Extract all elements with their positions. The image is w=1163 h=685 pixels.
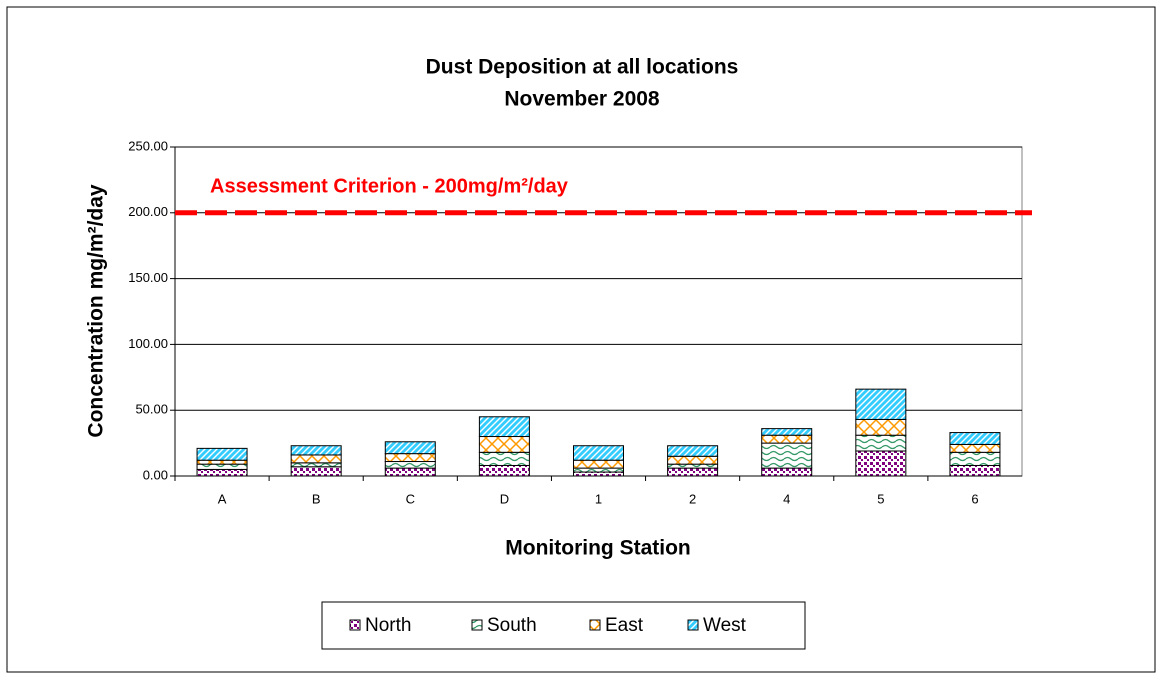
bar-segment xyxy=(196,463,248,470)
y-tick-label: 250.00 xyxy=(128,138,168,153)
bar-segment xyxy=(290,466,342,477)
legend-swatch xyxy=(349,619,361,631)
bar-segment xyxy=(761,442,813,469)
bar-segment xyxy=(761,434,813,444)
x-axis-title: Monitoring Station xyxy=(505,537,690,560)
bar-segment xyxy=(949,464,1001,477)
bar-segment xyxy=(478,464,530,477)
bar-segment xyxy=(196,459,248,465)
x-tick-label: 6 xyxy=(971,491,978,506)
reference-label: Assessment Criterion - 200mg/m²/day xyxy=(210,175,569,197)
legend-label: East xyxy=(605,615,644,636)
y-tick-label: 200.00 xyxy=(128,204,168,219)
legend-box xyxy=(321,601,806,650)
legend-label: North xyxy=(365,615,411,636)
bar-segment xyxy=(290,462,342,468)
bar-segment xyxy=(855,450,907,477)
bar-segment xyxy=(573,467,624,473)
bar-segment xyxy=(949,443,1001,453)
legend-swatch xyxy=(687,619,699,631)
bar-segment xyxy=(196,468,248,477)
bar-segment xyxy=(478,416,530,438)
x-tick-label: D xyxy=(500,491,509,506)
bar-segment xyxy=(384,461,436,469)
bar-segment xyxy=(573,471,624,477)
x-tick-label: B xyxy=(312,491,321,506)
bar-segment xyxy=(761,428,813,436)
bar-segment xyxy=(196,447,248,461)
legend-swatch xyxy=(589,619,601,631)
bar-segment xyxy=(667,445,719,457)
bar-segment xyxy=(949,451,1001,466)
bar-segment xyxy=(667,467,719,477)
x-tick-label: 2 xyxy=(689,491,696,506)
bar-segment xyxy=(855,388,907,420)
bar-segment xyxy=(573,459,624,469)
x-tick-label: A xyxy=(218,491,227,506)
y-tick-label: 150.00 xyxy=(128,270,168,285)
bar-segment xyxy=(855,418,907,436)
x-tick-label: 5 xyxy=(877,491,884,506)
bar-segment xyxy=(949,432,1001,445)
bar-segment xyxy=(667,455,719,465)
chart-title: Dust Deposition at all locations xyxy=(426,56,739,79)
bar-segment xyxy=(573,445,624,461)
chart-subtitle: November 2008 xyxy=(504,88,660,111)
y-tick-label: 50.00 xyxy=(135,402,168,417)
bar-segment xyxy=(384,453,436,463)
x-tick-label: C xyxy=(406,491,415,506)
bar-segment xyxy=(384,467,436,477)
bar-segment xyxy=(855,434,907,452)
x-tick-label: 1 xyxy=(595,491,602,506)
x-tick-label: 4 xyxy=(783,491,790,506)
bar-segment xyxy=(290,445,342,456)
bar-segment xyxy=(667,463,719,469)
y-axis-title: Concentration mg/m²/day xyxy=(85,184,108,438)
y-tick-label: 100.00 xyxy=(128,336,168,351)
bar-segment xyxy=(478,436,530,453)
legend-label: South xyxy=(487,615,537,636)
legend-label: West xyxy=(703,615,747,636)
legend-swatch xyxy=(471,619,483,631)
bar-segment xyxy=(761,467,813,477)
y-tick-label: 0.00 xyxy=(143,467,168,482)
bar-segment xyxy=(478,451,530,466)
bar-segment xyxy=(290,454,342,464)
bar-segment xyxy=(384,441,436,455)
